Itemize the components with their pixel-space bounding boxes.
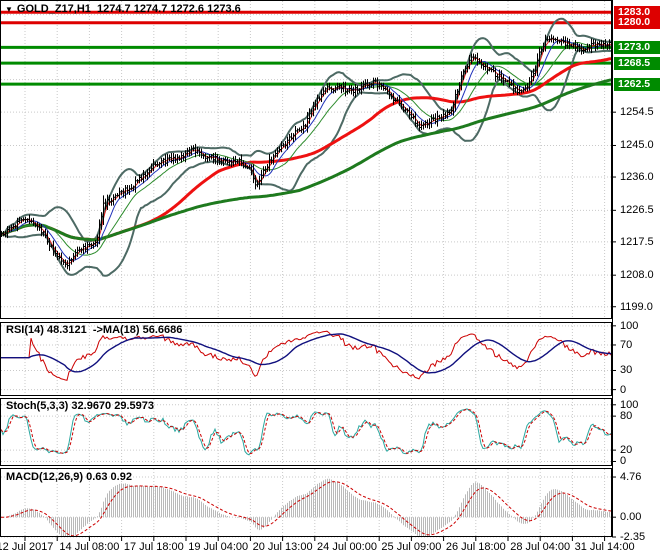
price-tick-label: 1199.0 xyxy=(620,300,653,313)
price-tick-label: 1226.5 xyxy=(620,204,654,217)
rsi-tick-label: 0 xyxy=(620,383,627,396)
price-tick-label: 1208.0 xyxy=(620,269,654,282)
rsi-tick-label: 70 xyxy=(620,338,633,351)
level-price-badge: 1262.5 xyxy=(614,77,660,91)
macd-indicator-label: MACD(12,26,9) 0.63 0.92 xyxy=(6,471,132,483)
stoch-indicator-label: Stoch(5,3,3) 32.9670 29.5973 xyxy=(6,400,154,412)
time-axis-label: 26 Jul 18:00 xyxy=(445,541,506,553)
level-price-badge: 1280.0 xyxy=(614,16,660,30)
level-price-badge: 1283.0 xyxy=(614,5,660,19)
level-price-badge: 1268.5 xyxy=(614,56,660,70)
stoch-tick-label: 100 xyxy=(620,398,639,411)
price-tick-label: 1217.5 xyxy=(620,235,654,248)
time-axis-label: 12 Jul 2017 xyxy=(0,541,54,553)
macd-tick-label: -2.35 xyxy=(620,531,646,543)
time-axis-label: 28 Jul 04:00 xyxy=(510,541,571,553)
rsi-indicator-label: RSI(14) 48.3121 ->MA(18) 56.6686 xyxy=(6,324,183,336)
chart-title: ▼ GOLD_Z17,H1 1274.7 1274.7 1272.6 1273.… xyxy=(5,3,241,16)
time-axis-label: 19 Jul 04:00 xyxy=(188,541,249,553)
stoch-tick-label: 80 xyxy=(620,410,633,423)
time-axis-label: 20 Jul 13:00 xyxy=(252,541,313,553)
macd-tick-label: 4.76 xyxy=(620,471,642,484)
stoch-tick-label: 0 xyxy=(620,455,627,468)
stoch-tick-label: 20 xyxy=(620,444,633,457)
time-axis-label: 14 Jul 08:00 xyxy=(59,541,120,553)
chart-title-text: GOLD_Z17,H1 1274.7 1274.7 1272.6 1273.6 xyxy=(16,3,241,15)
macd-tick-label: 0.00 xyxy=(620,511,642,524)
time-axis-label: 31 Jul 14:00 xyxy=(574,541,635,553)
level-price-badge: 1273.0 xyxy=(614,40,660,54)
time-axis-label: 17 Jul 18:00 xyxy=(123,541,184,553)
price-tick-label: 1236.0 xyxy=(620,171,654,184)
price-tick-label: 1245.0 xyxy=(620,139,654,152)
symbol-marker-icon: ▼ xyxy=(5,5,13,14)
price-tick-label: 1254.5 xyxy=(620,106,654,119)
time-axis-label: 24 Jul 00:00 xyxy=(317,541,377,553)
rsi-tick-label: 30 xyxy=(620,364,633,377)
rsi-tick-label: 100 xyxy=(620,319,639,332)
time-axis-label: 25 Jul 09:00 xyxy=(381,541,442,553)
